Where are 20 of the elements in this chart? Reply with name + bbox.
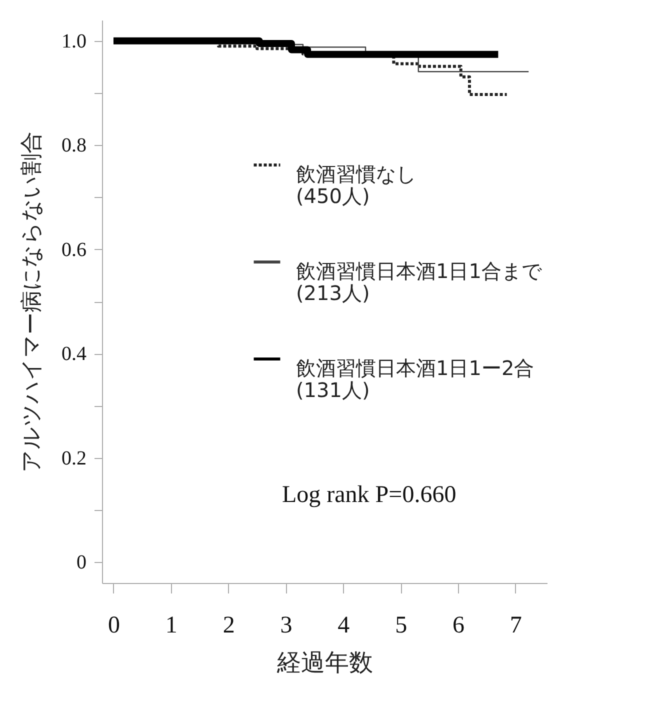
- legend-label: 飲酒習慣日本酒1日1ー2合(131人): [296, 356, 534, 402]
- y-tick-label: 0.8: [62, 134, 86, 157]
- legend-label: 飲酒習慣なし(450人): [296, 162, 416, 208]
- x-tick-label: 0: [108, 612, 120, 638]
- x-tick-label: 1: [165, 612, 178, 638]
- y-tick-label: 0.4: [62, 343, 86, 366]
- y-tick-label: 1.0: [62, 30, 86, 52]
- x-tick-label: 6: [452, 612, 464, 638]
- x-tick-label: 5: [395, 612, 408, 638]
- y-tick-label: 0: [76, 552, 86, 574]
- x-axis-title: 経過年数: [276, 648, 373, 676]
- x-tick-label: 4: [338, 612, 350, 638]
- y-axis-title: アルツハイマー病にならない割合: [20, 132, 44, 472]
- x-tick-label: 2: [222, 612, 235, 638]
- y-tick-label: 0.2: [62, 447, 86, 470]
- legend-label: 飲酒習慣日本酒1日1合まで(213人): [296, 259, 542, 305]
- y-tick-label: 0.6: [62, 238, 86, 261]
- x-tick-label: 3: [280, 612, 292, 638]
- annotation: Log rank P=0.660: [282, 482, 456, 508]
- x-tick-label: 7: [510, 612, 522, 638]
